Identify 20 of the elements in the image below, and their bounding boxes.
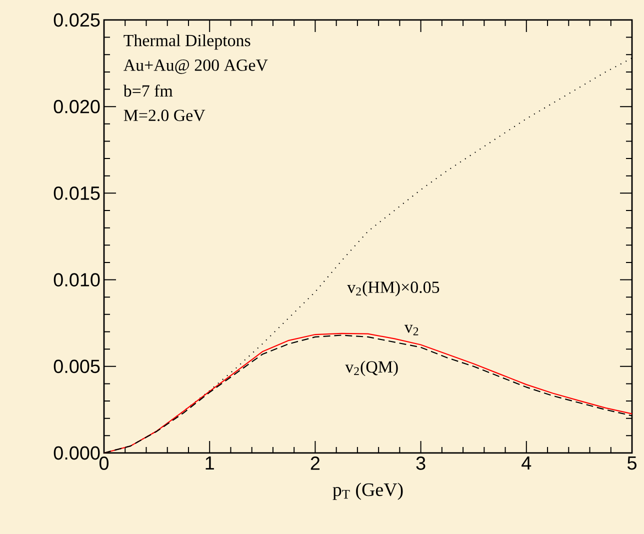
y-tick-label: 0.020 [54,100,100,114]
annotation: Thermal Dileptons [124,34,250,50]
x-tick-label: 0 [99,456,109,470]
y-tick-label: 0.000 [54,446,100,460]
y-tick-label: 0.010 [54,273,100,286]
series-label: v$_{2}$(HM)×0.05 [347,281,440,296]
y-tick-label: 0.005 [54,360,100,374]
y-tick-label: 0.025 [54,13,100,27]
series-label: v$_{2}$ [404,324,418,336]
x-tick-label: 1 [206,456,214,470]
series-label: v$_{2}$(QM) [345,360,398,376]
y-tick-label: 0.015 [54,186,100,200]
annotation: b=7 fm [123,84,173,97]
x-axis-title: p$_{T}$ (GeV) [332,482,403,500]
x-tick-label: 5 [627,456,636,470]
x-tick-label: 2 [310,456,320,470]
x-tick-label: 3 [416,456,426,470]
annotation: Au+Au@ 200 AGeV [124,59,268,74]
x-tick-label: 4 [522,456,532,470]
annotation: M=2.0 GeV [124,110,206,122]
